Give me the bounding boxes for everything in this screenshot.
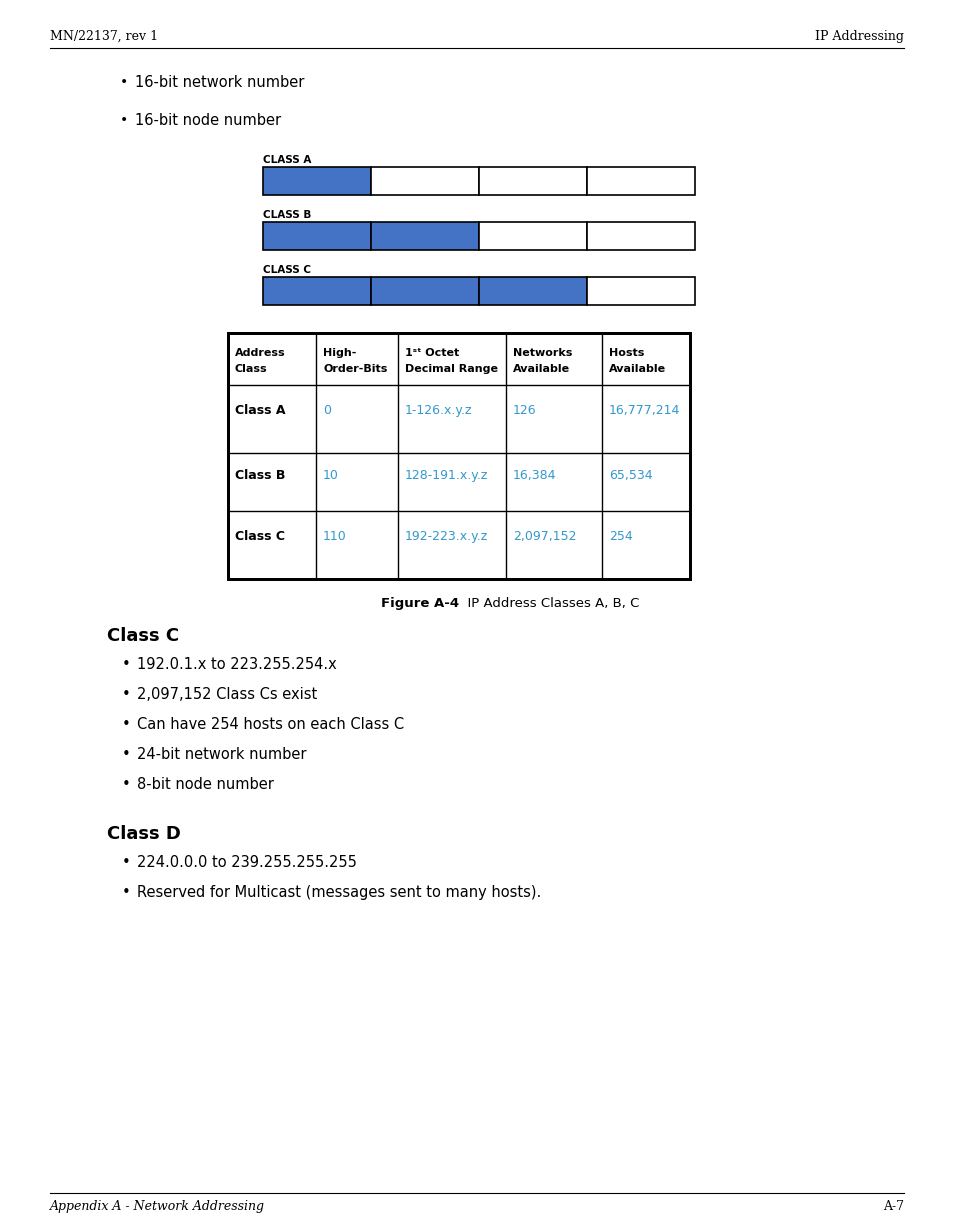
Text: 16,777,214: 16,777,214 [608, 405, 679, 417]
Text: High-: High- [323, 348, 356, 358]
Text: •: • [122, 717, 131, 733]
Text: 16-bit node number: 16-bit node number [135, 113, 281, 128]
Text: 192.0.1.x to 223.255.254.x: 192.0.1.x to 223.255.254.x [137, 656, 336, 672]
Text: 16,384: 16,384 [513, 469, 556, 481]
Text: Networks: Networks [513, 348, 572, 358]
Text: •: • [120, 75, 128, 90]
Text: CLASS B: CLASS B [263, 210, 311, 220]
Text: Order-Bits: Order-Bits [323, 364, 387, 374]
Text: CLASS A: CLASS A [263, 155, 311, 164]
Text: 65,534: 65,534 [608, 469, 652, 481]
Text: Class A: Class A [234, 405, 285, 417]
Text: •: • [122, 687, 131, 702]
Text: 2,097,152: 2,097,152 [513, 530, 576, 544]
Text: CLASS C: CLASS C [263, 265, 311, 275]
Text: Class: Class [234, 364, 268, 374]
Text: Figure A-4: Figure A-4 [380, 598, 458, 610]
Text: 128-191.x.y.z: 128-191.x.y.z [405, 469, 488, 481]
Text: •: • [122, 855, 131, 870]
Text: •: • [120, 113, 128, 128]
Text: •: • [122, 747, 131, 762]
Text: 192-223.x.y.z: 192-223.x.y.z [405, 530, 488, 544]
Text: Address: Address [234, 348, 285, 358]
Text: Class C: Class C [107, 627, 179, 645]
Text: •: • [122, 885, 131, 899]
Text: 8-bit node number: 8-bit node number [137, 777, 274, 791]
Text: Available: Available [608, 364, 665, 374]
Text: 126: 126 [513, 405, 536, 417]
Text: 10: 10 [323, 469, 338, 481]
Text: Can have 254 hosts on each Class C: Can have 254 hosts on each Class C [137, 717, 404, 733]
Text: Hosts: Hosts [608, 348, 643, 358]
Text: IP Addressing: IP Addressing [814, 29, 903, 43]
Text: 224.0.0.0 to 239.255.255.255: 224.0.0.0 to 239.255.255.255 [137, 855, 356, 870]
Text: MN/22137, rev 1: MN/22137, rev 1 [50, 29, 158, 43]
Text: 16-bit network number: 16-bit network number [135, 75, 304, 90]
Text: Reserved for Multicast (messages sent to many hosts).: Reserved for Multicast (messages sent to… [137, 885, 540, 899]
Text: Class B: Class B [234, 469, 285, 481]
Text: 24-bit network number: 24-bit network number [137, 747, 306, 762]
Text: 254: 254 [608, 530, 632, 544]
Text: 1ˢᵗ Octet: 1ˢᵗ Octet [405, 348, 458, 358]
Text: Available: Available [513, 364, 570, 374]
Text: •: • [122, 656, 131, 672]
Text: Decimal Range: Decimal Range [405, 364, 497, 374]
Text: Class C: Class C [234, 530, 285, 544]
Text: A-7: A-7 [882, 1200, 903, 1214]
Text: Class D: Class D [107, 825, 181, 843]
Text: IP Address Classes A, B, C: IP Address Classes A, B, C [458, 598, 639, 610]
Text: 110: 110 [323, 530, 346, 544]
Text: Appendix A - Network Addressing: Appendix A - Network Addressing [50, 1200, 265, 1214]
Text: •: • [122, 777, 131, 791]
Text: 0: 0 [323, 405, 331, 417]
Text: 1-126.x.y.z: 1-126.x.y.z [405, 405, 472, 417]
Text: 2,097,152 Class Cs exist: 2,097,152 Class Cs exist [137, 687, 317, 702]
